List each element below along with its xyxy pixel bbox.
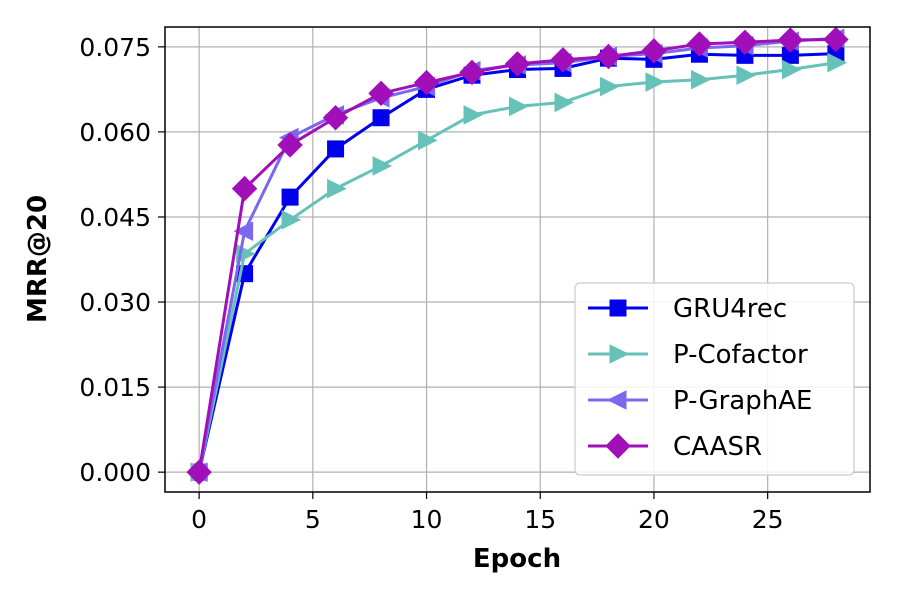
data-point-p-cofactor: [645, 72, 666, 92]
grid: [165, 27, 870, 492]
legend-marker: [609, 299, 627, 317]
y-tick-label: 0.015: [79, 373, 151, 402]
data-point-p-cofactor: [281, 209, 302, 230]
data-point-p-cofactor: [327, 178, 347, 199]
series-layer: [186, 26, 849, 485]
tick-layer: 0 5 10 15 20 25 0.000 0.015 0.030 0.045 0.060 0.075: [79, 33, 783, 534]
data-point-p-cofactor: [781, 59, 802, 80]
data-point-caasr: [413, 69, 440, 96]
data-point-p-cofactor: [554, 92, 575, 113]
y-tick-label: 0.030: [79, 288, 151, 317]
legend-item-gru4rec: GRU4rec: [588, 294, 787, 324]
data-point-p-cofactor: [418, 130, 438, 151]
y-axis-label: MRR@20: [23, 195, 53, 323]
data-point-caasr: [641, 38, 667, 64]
legend-label: P-GraphAE: [673, 386, 812, 416]
legend-item-p-cofactor: P-Cofactor: [588, 340, 808, 370]
x-tick-label: 5: [305, 505, 321, 534]
data-point-caasr: [322, 105, 349, 131]
data-point-caasr: [277, 132, 303, 158]
x-tick-label: 20: [638, 505, 670, 534]
legend-label: CAASR: [673, 432, 762, 462]
x-tick-label: 0: [191, 505, 207, 534]
data-point-gru4rec: [281, 188, 299, 206]
x-axis-label: Epoch: [473, 544, 561, 574]
series-caasr: [186, 26, 849, 485]
legend-marker: [609, 344, 630, 364]
y-tick-label: 0.075: [79, 33, 151, 62]
legend-item-caasr: CAASR: [588, 432, 762, 462]
legend-marker: [605, 433, 631, 459]
data-point-p-cofactor: [736, 65, 757, 86]
data-point-p-graphae: [233, 221, 254, 241]
data-point-caasr: [459, 59, 485, 86]
legend-label: P-Cofactor: [673, 340, 808, 370]
x-tick-label: 15: [524, 505, 556, 534]
data-point-caasr: [823, 26, 849, 53]
data-point-p-cofactor: [372, 156, 393, 176]
y-tick-label: 0.060: [79, 118, 151, 147]
data-point-gru4rec: [327, 140, 345, 158]
y-tick-label: 0.045: [79, 203, 151, 232]
data-point-p-cofactor: [827, 52, 848, 73]
data-point-caasr: [186, 459, 212, 485]
data-point-gru4rec: [372, 109, 390, 127]
data-point-caasr: [686, 31, 713, 57]
data-point-caasr: [550, 47, 576, 73]
legend-marker: [606, 390, 627, 410]
plot-frame: [164, 26, 871, 493]
data-point-p-cofactor: [463, 105, 484, 125]
data-point-caasr: [777, 27, 804, 53]
data-point-p-cofactor: [690, 69, 711, 90]
data-point-caasr: [368, 80, 394, 107]
legend-item-p-graphae: P-GraphAE: [588, 386, 812, 416]
data-point-caasr: [732, 29, 758, 56]
x-tick-label: 10: [411, 505, 443, 534]
x-tick-label: 25: [752, 505, 784, 534]
data-point-caasr: [595, 43, 622, 70]
data-point-caasr: [504, 51, 531, 77]
data-point-p-cofactor: [509, 96, 529, 117]
data-point-p-cofactor: [599, 76, 620, 97]
legend-label: GRU4rec: [673, 294, 787, 324]
data-point-caasr: [231, 175, 258, 202]
y-tick-label: 0.000: [79, 458, 151, 487]
legend-box: [574, 282, 855, 476]
legend: GRU4rec P-Cofactor P-GraphAE CAASR: [574, 282, 855, 476]
